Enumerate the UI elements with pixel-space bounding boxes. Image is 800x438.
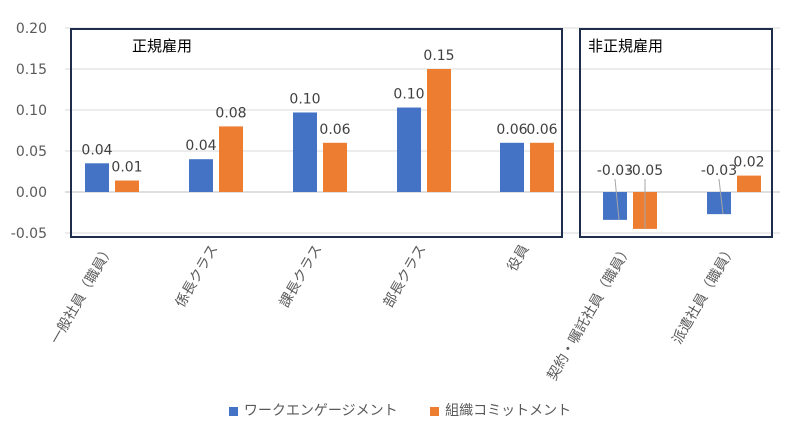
- y-axis-ticks: 0.20 0.15 0.10 0.05 0.00 -0.05: [11, 21, 47, 242]
- group-label: 正規雇用: [132, 37, 192, 55]
- data-label: -0.03: [701, 163, 737, 179]
- legend: ワークエンゲージメント 組織コミットメント: [0, 400, 800, 420]
- category-label: 部長クラス: [381, 242, 430, 310]
- y-tick-label: 0.15: [16, 62, 47, 78]
- data-label: 0.10: [289, 91, 320, 107]
- category-label: 派遣社員（職員）: [670, 242, 740, 347]
- bar: [500, 142, 524, 192]
- data-label: 0.04: [185, 138, 216, 154]
- data-label: 0.06: [526, 122, 557, 138]
- bar: [293, 112, 317, 192]
- y-tick-label: 0.20: [16, 21, 47, 37]
- leader-line: [718, 178, 724, 215]
- legend-swatch-blue: [228, 406, 238, 416]
- legend-item-org-commitment: 組織コミットメント: [430, 400, 571, 420]
- group-box: [579, 28, 773, 238]
- bar: [530, 142, 554, 192]
- y-tick-label: 0.10: [16, 103, 47, 119]
- bar: [115, 180, 139, 192]
- legend-label-work-engagement: ワークエンゲージメント: [243, 403, 398, 419]
- bar: [737, 175, 761, 192]
- group-box: [70, 28, 563, 238]
- data-labels: 0.04 0.04 0.10 0.10 0.06 -0.03 -0.03 0.01 0.08 0.…: [81, 48, 764, 179]
- category-label: 一般社員（職員）: [48, 242, 118, 347]
- category-label: 役員: [505, 242, 533, 274]
- legend-label-org-commitment: 組織コミットメント: [445, 403, 572, 419]
- bar: [85, 163, 109, 192]
- data-label: 0.06: [496, 122, 527, 138]
- data-label: 0.02: [733, 155, 764, 171]
- leader-lines: [614, 178, 724, 229]
- category-label: 係長クラス: [173, 242, 222, 310]
- group-label: 非正規雇用: [588, 37, 663, 55]
- bars: [85, 69, 761, 229]
- leader-line: [614, 178, 620, 220]
- group-boxes: 正規雇用 非正規雇用: [70, 28, 773, 238]
- legend-item-work-engagement: ワークエンゲージメント: [228, 400, 398, 420]
- bar: [189, 159, 213, 192]
- bar: [397, 107, 421, 192]
- data-label: -0.03: [597, 163, 633, 179]
- category-labels: 一般社員（職員） 係長クラス 課長クラス 部長クラス 役員 契約・嘱託社員（職員） 派遣社員…: [48, 242, 740, 383]
- y-tick-label: -0.05: [11, 226, 47, 242]
- y-tick-label: 0.05: [16, 144, 47, 160]
- chart-area: 正規雇用 非正規雇用 0.20 0.15 0.10 0.05 0.00 -0.05 0.04…: [11, 21, 780, 383]
- legend-swatch-orange: [430, 406, 440, 416]
- category-label: 課長クラス: [277, 242, 326, 310]
- data-label: 0.01: [111, 160, 142, 176]
- category-label: 契約・嘱託社員（職員）: [545, 242, 636, 383]
- bar: [427, 69, 451, 192]
- y-tick-label: 0.00: [16, 185, 47, 201]
- bar: [219, 126, 243, 192]
- data-label: 0.08: [215, 105, 246, 121]
- data-label: 0.04: [81, 142, 112, 158]
- bar: [323, 142, 347, 192]
- bar: [603, 192, 627, 220]
- data-label: 0.15: [423, 48, 454, 64]
- data-label: 0.06: [319, 122, 350, 138]
- data-label: 0.10: [393, 87, 424, 103]
- bar: [707, 192, 731, 215]
- data-label: -0.05: [627, 163, 663, 179]
